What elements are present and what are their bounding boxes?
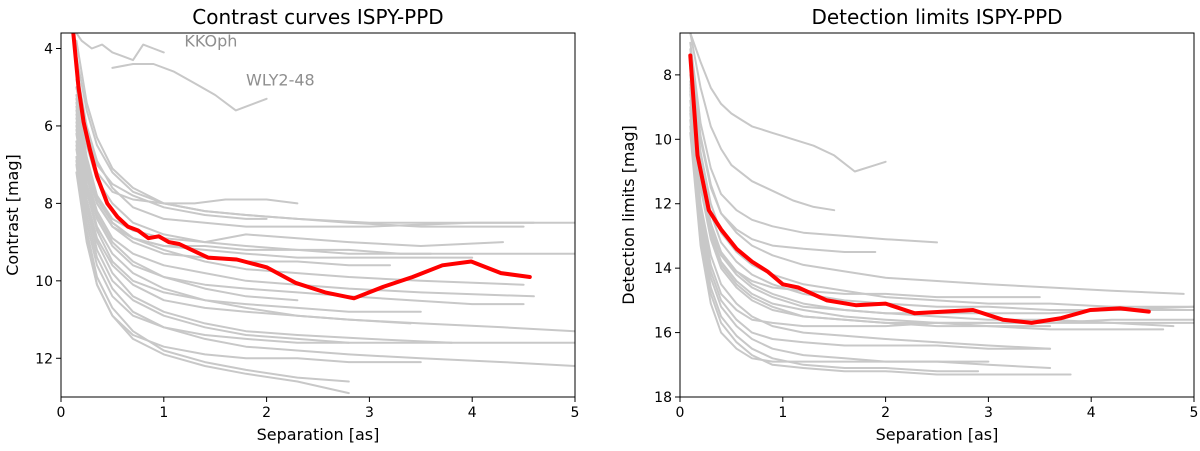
curve-wly2-48 — [111, 63, 268, 112]
x-tick-label: 1 — [159, 405, 168, 421]
y-tick-label: 14 — [654, 261, 672, 277]
y-tick-label: 16 — [654, 326, 672, 342]
individual-curve-16 — [689, 83, 1194, 315]
individual-curve-8 — [689, 112, 1052, 369]
individual-curve-13 — [75, 86, 299, 205]
individual-curve-19 — [689, 54, 877, 253]
annotation-kkoph: KKOph — [184, 32, 237, 51]
y-axis-label: Detection limits [mag] — [619, 125, 638, 304]
plot-frame — [60, 32, 576, 398]
x-tick-label: 5 — [1190, 405, 1199, 421]
curves — [688, 33, 1194, 376]
individual-curve-4 — [75, 66, 575, 228]
individual-curve-9 — [689, 125, 1072, 376]
individual-curve-14 — [75, 117, 391, 267]
individual-curve-25 — [75, 159, 350, 383]
individual-curve-5 — [689, 73, 1194, 324]
individual-curve-18 — [75, 121, 525, 306]
individual-curve-23 — [75, 105, 575, 255]
individual-curve-16 — [75, 171, 422, 364]
y-axis-label: Contrast [mag] — [3, 154, 22, 275]
individual-curve-1 — [689, 33, 887, 173]
individual-curve-12 — [75, 140, 453, 344]
individual-curve-2 — [689, 33, 836, 212]
individual-curve-3 — [689, 48, 1185, 295]
y-tick-label: 10 — [35, 274, 53, 290]
y-tick-label: 8 — [663, 68, 672, 84]
individual-curve-18 — [689, 90, 1165, 331]
x-tick-label: 3 — [984, 405, 993, 421]
individual-curve-12 — [689, 67, 1194, 311]
x-tick-label: 1 — [778, 405, 787, 421]
y-tick-label: 18 — [654, 390, 672, 406]
annotation-wly2-48: WLY2-48 — [246, 70, 315, 89]
median-curve — [688, 53, 1151, 325]
individual-curve-9 — [75, 132, 575, 333]
x-axis-label: Separation [as] — [257, 425, 380, 444]
individual-curve-7 — [689, 99, 1052, 350]
x-tick-label: 2 — [881, 405, 890, 421]
individual-curve-15 — [75, 155, 575, 344]
individual-curve-22 — [75, 128, 422, 313]
individual-curve-4 — [689, 61, 1194, 308]
y-tick-label: 6 — [44, 119, 53, 135]
individual-curve-21 — [75, 94, 474, 259]
x-tick-label: 4 — [468, 405, 477, 421]
curves — [71, 33, 575, 395]
individual-curve-14 — [689, 119, 980, 373]
chart-title: Detection limits ISPY-PPD — [811, 5, 1062, 29]
x-tick-label: 3 — [365, 405, 374, 421]
x-tick-label: 4 — [1087, 405, 1096, 421]
median-curve — [71, 33, 532, 301]
curve-kkoph — [75, 33, 165, 62]
chart-title: Contrast curves ISPY-PPD — [192, 5, 443, 29]
individual-curve-19 — [75, 144, 350, 344]
individual-curve-17 — [689, 131, 990, 363]
individual-curve-24 — [75, 55, 525, 228]
individual-curve-20 — [689, 109, 1052, 350]
x-tick-label: 5 — [571, 405, 580, 421]
x-tick-label: 0 — [676, 405, 685, 421]
individual-curve-13 — [689, 80, 1052, 328]
x-axis-label: Separation [as] — [876, 425, 999, 444]
x-tick-label: 2 — [262, 405, 271, 421]
y-tick-label: 4 — [44, 41, 53, 57]
individual-curve-26 — [75, 113, 299, 302]
x-tick-label: 0 — [57, 405, 66, 421]
y-tick-label: 8 — [44, 196, 53, 212]
plot-frame — [679, 32, 1195, 398]
individual-curve-15 — [689, 41, 938, 244]
y-tick-label: 12 — [654, 197, 672, 213]
individual-curve-10 — [75, 148, 575, 367]
y-tick-label: 10 — [654, 132, 672, 148]
y-tick-label: 12 — [35, 351, 53, 367]
